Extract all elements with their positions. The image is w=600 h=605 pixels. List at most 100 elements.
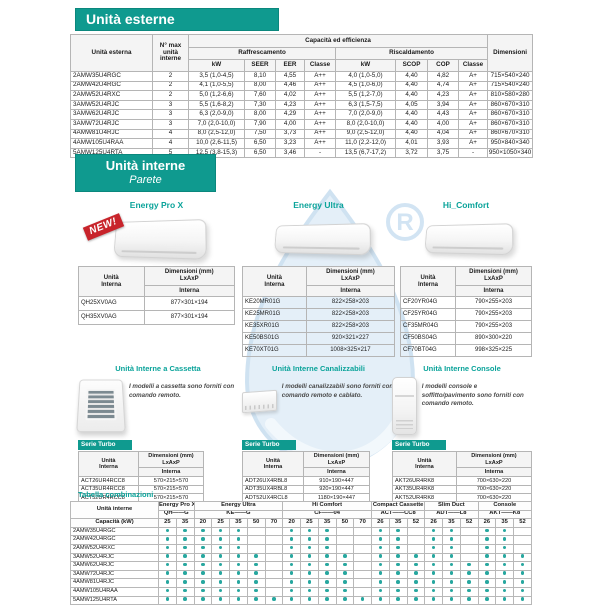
duct-title: Unità Interne Canalizzabili [272, 364, 365, 373]
combo-dot-cell [282, 535, 301, 545]
table-cell: 2 [152, 90, 189, 101]
combo-dot-cell [406, 561, 426, 571]
compatibility-dot-icon [467, 580, 471, 584]
compatibility-dot-icon [254, 554, 258, 558]
compatibility-dot-icon [201, 554, 205, 558]
compatibility-dot-icon [502, 562, 507, 567]
energy-pro-x-dim-body: QH25XV0AG 877×301×194 QH35XV0AG 877×301×194 [78, 296, 236, 325]
compatibility-dot-icon [236, 588, 241, 593]
compatibility-dot-icon [485, 580, 489, 584]
table-cell: A++ [304, 80, 336, 92]
combo-row: 2AMW35U4RGC [70, 526, 532, 537]
combo-dot-cell [353, 595, 372, 605]
compatibility-dot-icon [183, 597, 187, 601]
col-header-dim: Dimensioni (mm) LxAxP [138, 451, 204, 468]
combo-dot-cell [477, 586, 497, 597]
combo-dot-cell [335, 552, 355, 563]
table-cell: ADT35UX4RBL8 [242, 484, 304, 495]
table-cell: 4,82 [427, 71, 459, 82]
compatibility-dot-icon [378, 528, 383, 533]
col-header-cooling: Raffrescamento [188, 47, 336, 60]
compatibility-dot-icon [289, 571, 294, 576]
table-cell: A+ [457, 90, 489, 101]
table-cell: 920×321×227 [305, 332, 396, 345]
table-cell: 950×1050×340 [487, 147, 534, 159]
compatibility-dot-icon [307, 545, 312, 550]
compatibility-dot-icon [431, 554, 436, 558]
combo-dot-cell [442, 561, 461, 571]
combo-capacity-cell: 25 [300, 518, 319, 528]
compatibility-dot-icon [325, 588, 329, 593]
compatibility-dot-icon [343, 571, 347, 576]
table-cell: 4,40 [395, 109, 428, 120]
col-subheader-interna: Interna [455, 467, 533, 477]
table-row: CF20YR04G 790×255×203 [399, 296, 532, 309]
table-row: 2AMW42U4RGC 2 4,1 (1,0-5,5) 8,00 4,46 A++ 4,5 … [70, 80, 534, 92]
combo-dot-cell [229, 535, 248, 545]
compatibility-dot-icon [467, 562, 471, 567]
table-cell: 4,40 [395, 90, 428, 101]
combo-dot-cell [300, 569, 319, 580]
combo-dot-cell [282, 561, 301, 571]
combo-dot-cell [477, 526, 497, 537]
combo-dot-cell [246, 535, 266, 545]
compatibility-dot-icon [254, 588, 258, 593]
table-row: KE20MR01G 822×258×203 [242, 296, 396, 309]
table-row: CF25YR04G 790×255×203 [399, 308, 532, 321]
table-cell: 3AMW52U4RJC [70, 99, 153, 111]
combo-dot-cell [388, 535, 408, 545]
compatibility-dot-icon [289, 537, 294, 541]
compatibility-dot-icon [396, 528, 400, 533]
table-cell: 7,30 [244, 99, 276, 111]
table-cell: 6,50 [244, 147, 276, 159]
combinations-table-body: 2AMW35U4RGC 2AMW42U4RGC 2AMW52U4RXC 3AMW52U… [70, 526, 532, 605]
compatibility-dot-icon [449, 537, 454, 541]
table-cell: 4,01 [395, 138, 428, 149]
combo-model-cell: 3AMW62U4RJC [70, 561, 159, 571]
compatibility-dot-icon [431, 537, 436, 541]
combo-dot-cell [158, 535, 177, 545]
combo-dot-cell [317, 543, 337, 554]
table-cell: 4,43 [427, 109, 459, 120]
combo-dot-cell [424, 526, 443, 537]
col-header-indoor-unit: Unità Interna [78, 266, 145, 297]
combo-dot-cell [495, 535, 514, 545]
combo-dot-cell [246, 595, 266, 605]
table-cell: 860×670×310 [487, 99, 534, 111]
combo-dot-cell [282, 552, 301, 563]
compatibility-dot-icon [343, 580, 347, 584]
combo-dot-cell [158, 526, 177, 537]
combo-dot-cell [246, 569, 266, 580]
combo-dot-cell [442, 543, 461, 554]
compatibility-dot-icon [165, 545, 170, 550]
cassette-note: I modelli a cassetta sono forniti con co… [128, 383, 235, 399]
table-cell: 822×258×203 [305, 296, 396, 309]
compatibility-dot-icon [201, 597, 205, 601]
compatibility-dot-icon [325, 571, 329, 576]
col-header-outdoor-unit: Unità esterna [70, 34, 153, 72]
combinations-title: Tabella combinazioni [78, 490, 154, 499]
table-cell: 5,0 (1,2-6,6) [188, 90, 245, 101]
table-row: 3AMW62U4RJC 3 6,3 (2,0-9,0) 8,00 4,29 A++ 7,0 … [70, 109, 534, 120]
combo-dot-cell [353, 535, 372, 545]
table-cell: 877×301×194 [143, 310, 236, 325]
compatibility-dot-icon [165, 537, 170, 541]
combo-dot-cell [229, 543, 248, 554]
combo-dot-cell [513, 561, 532, 571]
compatibility-dot-icon [485, 545, 489, 550]
combo-dot-cell [388, 569, 408, 580]
combo-dot-cell [264, 526, 284, 537]
combo-dot-cell [211, 543, 230, 554]
combo-dot-cell [442, 569, 461, 580]
table-row: CF35MR04G 790×255×203 [399, 320, 532, 333]
compatibility-dot-icon [467, 597, 471, 601]
compatibility-dot-icon [449, 597, 454, 601]
combo-group-header: Compact Cassette [370, 501, 426, 511]
combo-dot-cell [424, 552, 443, 563]
compatibility-dot-icon [414, 571, 418, 576]
table-cell: 5,5 (1,2-7,0) [335, 90, 396, 101]
combo-dot-cell [442, 535, 461, 545]
compatibility-dot-icon [165, 562, 170, 567]
table-row: 5AMW125U4RTA 5 12,5 (3,8-15,3) 6,50 3,46-13,… [70, 147, 534, 159]
